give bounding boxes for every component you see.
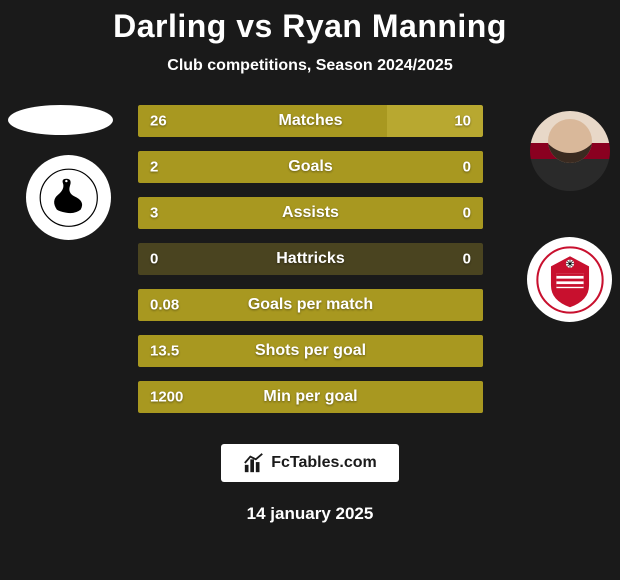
stat-bars: 2610Matches 20Goals 30Assists 00Hattricks 0.… [138, 105, 483, 427]
stat-row: 30Assists [138, 197, 483, 229]
stat-row: 2610Matches [138, 105, 483, 137]
stat-row: 00Hattricks [138, 243, 483, 275]
stat-row: 0.08Goals per match [138, 289, 483, 321]
page-title: Darling vs Ryan Manning [0, 0, 620, 45]
stat-row: 13.5Shots per goal [138, 335, 483, 367]
swan-icon [39, 168, 99, 228]
southampton-crest-icon [536, 246, 604, 314]
fctables-link[interactable]: FcTables.com [221, 444, 399, 482]
bars-icon [243, 452, 265, 474]
player-left-avatar [8, 105, 113, 135]
page-subtitle: Club competitions, Season 2024/2025 [0, 57, 620, 75]
player-left-crest [26, 155, 111, 240]
player-right-avatar [530, 111, 610, 191]
stat-row: 20Goals [138, 151, 483, 183]
player-right-crest [527, 237, 612, 322]
stat-row: 1200Min per goal [138, 381, 483, 413]
snapshot-date: 14 january 2025 [247, 504, 374, 524]
footer-brand-text: FcTables.com [271, 454, 377, 472]
